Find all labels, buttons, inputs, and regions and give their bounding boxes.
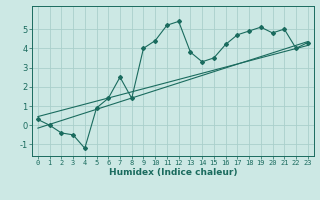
X-axis label: Humidex (Indice chaleur): Humidex (Indice chaleur) [108,168,237,177]
